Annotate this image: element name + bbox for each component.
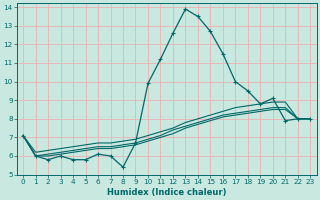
X-axis label: Humidex (Indice chaleur): Humidex (Indice chaleur) xyxy=(107,188,227,197)
